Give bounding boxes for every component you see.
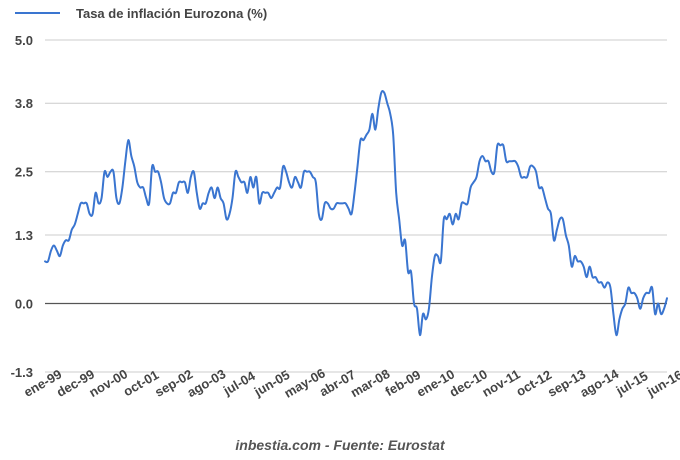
x-tick-label: ago-14 — [577, 366, 621, 400]
series-layer — [44, 90, 668, 337]
series-line-inflation — [44, 90, 668, 337]
grid-lines — [45, 39, 667, 373]
x-tick-label: jul-15 — [613, 368, 651, 398]
source-caption: inbestia.com - Fuente: Eurostat — [235, 437, 446, 453]
y-tick-label: 1.3 — [15, 228, 33, 243]
legend: Tasa de inflación Eurozona (%) — [15, 6, 267, 21]
x-tick-label: ago-03 — [185, 366, 229, 400]
x-tick-label: nov-11 — [479, 366, 522, 400]
y-tick-label: -1.3 — [11, 365, 33, 380]
x-axis-ticks: ene-99dec-99nov-00oct-01sep-02ago-03jul-… — [21, 365, 680, 400]
y-axis-ticks: 5.0 3.8 2.5 1.3 0.0 -1.3 — [11, 33, 33, 380]
x-tick-label: nov-00 — [86, 366, 130, 400]
y-tick-label: 3.8 — [15, 96, 33, 111]
y-tick-label: 0.0 — [15, 296, 33, 311]
y-tick-label: 2.5 — [15, 165, 33, 180]
legend-label: Tasa de inflación Eurozona (%) — [76, 6, 267, 21]
y-tick-label: 5.0 — [15, 33, 33, 48]
x-tick-label: mar-08 — [348, 366, 392, 400]
